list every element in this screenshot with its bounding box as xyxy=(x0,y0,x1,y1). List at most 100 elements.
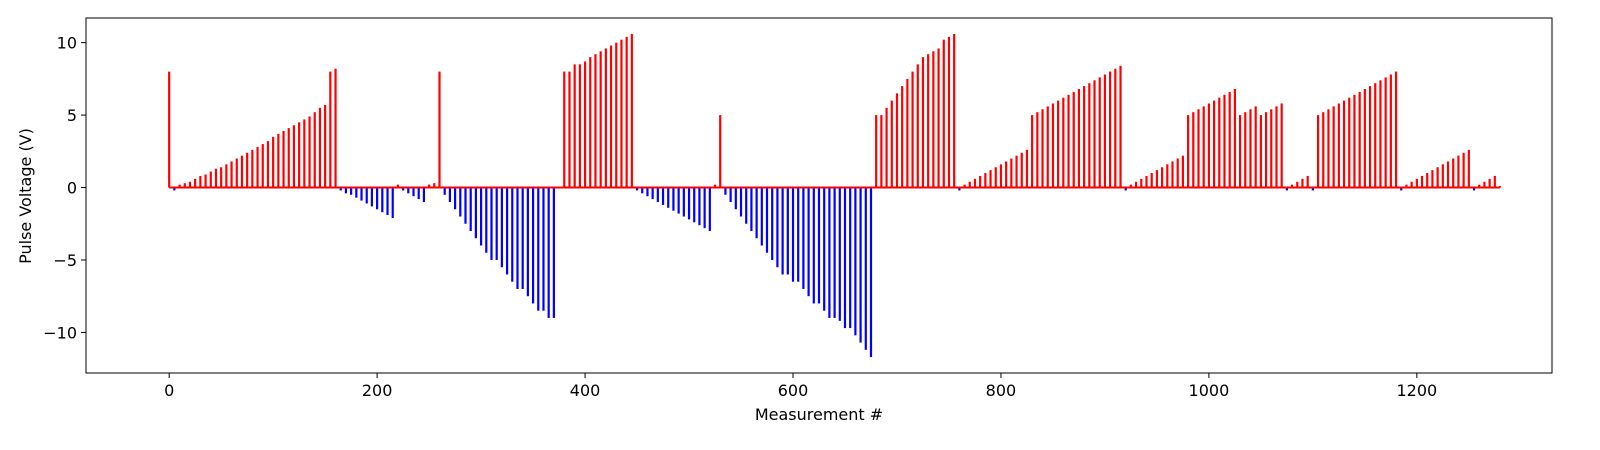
pulse-bar xyxy=(1176,158,1179,188)
pulse-bar xyxy=(1264,112,1268,188)
pulse-bar xyxy=(1280,103,1283,188)
pulse-bar xyxy=(859,187,862,343)
pulse-bar xyxy=(339,187,342,191)
pulse-bar xyxy=(282,131,285,188)
pulse-bar xyxy=(906,78,909,188)
pulse-bar xyxy=(604,48,607,188)
pulse-bar xyxy=(370,187,374,207)
pulse-bar xyxy=(1394,71,1398,188)
x-tick-label: 1000 xyxy=(1189,381,1230,400)
pulse-bar xyxy=(994,167,997,188)
pulse-bar xyxy=(1171,161,1174,188)
pulse-bar xyxy=(880,115,883,188)
pulse-bar xyxy=(765,187,769,253)
pulse-bar xyxy=(365,187,368,204)
pulse-bar xyxy=(786,187,789,275)
pulse-bar xyxy=(500,187,503,268)
pulse-bar xyxy=(958,187,961,191)
pulse-bar xyxy=(261,144,264,188)
pulse-bar xyxy=(1431,170,1434,188)
pulse-bar xyxy=(921,57,925,188)
pulse-bar xyxy=(864,187,867,350)
pulse-bar xyxy=(246,152,249,188)
pulse-bar xyxy=(719,115,722,188)
pulse-bar xyxy=(1010,158,1013,188)
pulse-bar xyxy=(272,136,275,188)
pulse-bar xyxy=(1353,94,1356,188)
pulse-bar xyxy=(661,187,665,205)
pulse-bars xyxy=(168,33,1502,358)
y-axis-label: Pulse Voltage (V) xyxy=(16,128,35,264)
pulse-bar xyxy=(812,187,815,304)
pulse-bar xyxy=(1342,100,1346,188)
pulse-bar xyxy=(1405,184,1408,188)
pulse-bar xyxy=(1358,91,1361,188)
y-tick-label: −10 xyxy=(43,323,77,342)
pulse-bar xyxy=(833,187,836,318)
pulse-bar xyxy=(360,187,363,201)
pulse-bar xyxy=(1067,94,1070,188)
pulse-bar xyxy=(443,187,446,195)
pulse-bar xyxy=(552,187,555,318)
pulse-bar xyxy=(412,187,415,197)
pulse-bar xyxy=(1322,112,1325,188)
pulse-bar xyxy=(1192,112,1195,188)
pulse-bar xyxy=(1400,187,1403,191)
y-axis-ticks: −10 −5 0 5 10 xyxy=(43,34,86,342)
pulse-bar xyxy=(651,187,654,200)
pulse-bar xyxy=(1296,181,1299,188)
pulse-bar xyxy=(968,181,971,188)
pulse-bar xyxy=(381,187,384,213)
pulse-bar xyxy=(251,149,254,188)
pulse-bar xyxy=(1161,167,1164,188)
pulse-bar xyxy=(505,187,509,275)
pulse-bar xyxy=(287,128,290,188)
pulse-bar xyxy=(428,184,431,188)
plot-frame xyxy=(85,17,1553,374)
pulse-bar xyxy=(240,155,244,188)
pulse-bar xyxy=(849,187,852,329)
pulse-bar xyxy=(1259,115,1262,188)
pulse-bar xyxy=(573,64,576,188)
pulse-bar xyxy=(511,187,514,282)
pulse-bar xyxy=(1368,86,1372,188)
pulse-bar xyxy=(1197,109,1200,188)
pulse-bar xyxy=(1103,74,1107,188)
pulse-bar xyxy=(1306,175,1309,188)
pulse-bar xyxy=(209,171,212,188)
pulse-bar xyxy=(1093,80,1096,188)
pulse-bar xyxy=(854,187,857,336)
pulse-bar xyxy=(402,187,405,191)
pulse-bar xyxy=(542,187,545,311)
pulse-bar xyxy=(1426,173,1429,188)
pulse-bar xyxy=(807,187,810,297)
pulse-bar xyxy=(1348,97,1351,188)
pulse-bar xyxy=(1140,178,1143,188)
pulse-bar xyxy=(693,187,696,223)
pulse-bar xyxy=(1207,103,1210,188)
pulse-bar xyxy=(1031,115,1034,188)
pulse-bar xyxy=(1057,100,1060,188)
x-tick-label: 800 xyxy=(986,381,1017,400)
pulse-bar xyxy=(391,187,394,218)
pulse-bar xyxy=(620,39,623,188)
pulse-bar xyxy=(984,173,987,188)
pulse-bar xyxy=(490,187,493,260)
pulse-bar xyxy=(1462,152,1465,188)
pulse-bar xyxy=(797,187,800,282)
pulse-bar xyxy=(630,33,633,188)
x-axis-ticks: 0 200 400 600 800 1000 1200 xyxy=(164,373,1437,400)
pulse-bar xyxy=(183,183,186,188)
pulse-bar xyxy=(173,187,176,191)
pulse-bar xyxy=(687,187,691,220)
pulse-bar xyxy=(178,184,181,188)
pulse-bar xyxy=(220,167,223,188)
pulse-bar xyxy=(459,187,462,217)
pulse-bar xyxy=(823,187,826,311)
pulse-bar xyxy=(292,125,296,188)
pulse-bar xyxy=(308,116,311,188)
pulse-bar xyxy=(1316,115,1320,188)
pulse-bar xyxy=(1327,109,1330,188)
pulse-bar xyxy=(682,187,685,217)
